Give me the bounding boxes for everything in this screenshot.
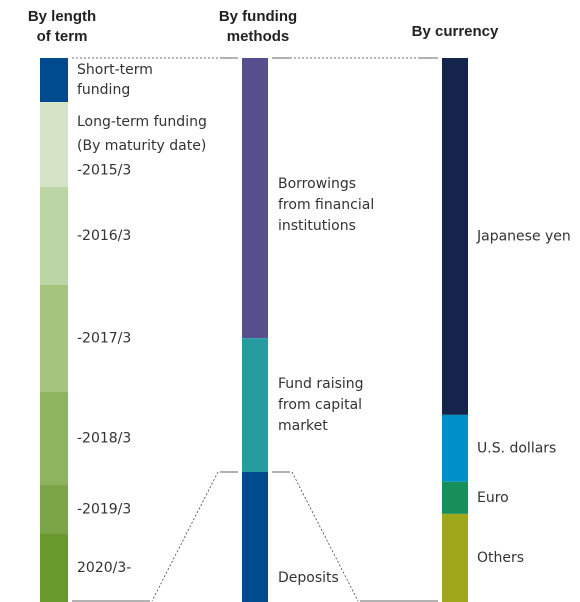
bar-segment [242,471,268,602]
segment-label: Euro [477,490,509,506]
segment-label: Japanese yen [476,228,571,244]
segment-label: 2020/3- [77,560,131,576]
segment-label: Others [477,550,524,566]
segment-label: Deposits [278,570,339,586]
bar-segment [40,186,68,285]
column-title: of term [37,28,88,45]
segment-label: -2017/3 [77,330,131,346]
segment-label: -2016/3 [77,228,131,244]
bar-segment [40,102,68,187]
segment-label: Borrowings [278,176,356,192]
annotation: Long-term funding [77,114,207,130]
annotation: (By maturity date) [77,138,206,154]
bar-segment [40,58,68,103]
connectors [72,57,438,602]
bar-segment [442,414,468,482]
bar-segment [40,534,68,602]
segment-label: from financial [278,197,374,213]
segment-label: from capital [278,397,362,413]
column-title: By currency [412,23,499,40]
segment-label: Short-term [77,62,153,78]
segment-label: Fund raising [278,376,364,392]
bar-segment [40,392,68,486]
segment-label: market [278,418,328,434]
segment-label: -2018/3 [77,431,131,447]
segment-label: funding [77,82,130,98]
column-title: By funding [219,8,297,25]
bar-segment [40,485,68,534]
segment-label: U.S. dollars [477,440,556,456]
column-title: By length [28,8,96,25]
segment-label: -2015/3 [77,162,131,178]
column-title: methods [227,28,290,45]
segment-label: -2019/3 [77,502,131,518]
bar-segment [442,513,468,602]
bar-segment [242,338,268,472]
bar-segment [40,284,68,393]
bar-segment [442,481,468,514]
bar-segment [242,58,268,339]
bar-segment [442,58,468,415]
segment-label: institutions [278,218,356,234]
